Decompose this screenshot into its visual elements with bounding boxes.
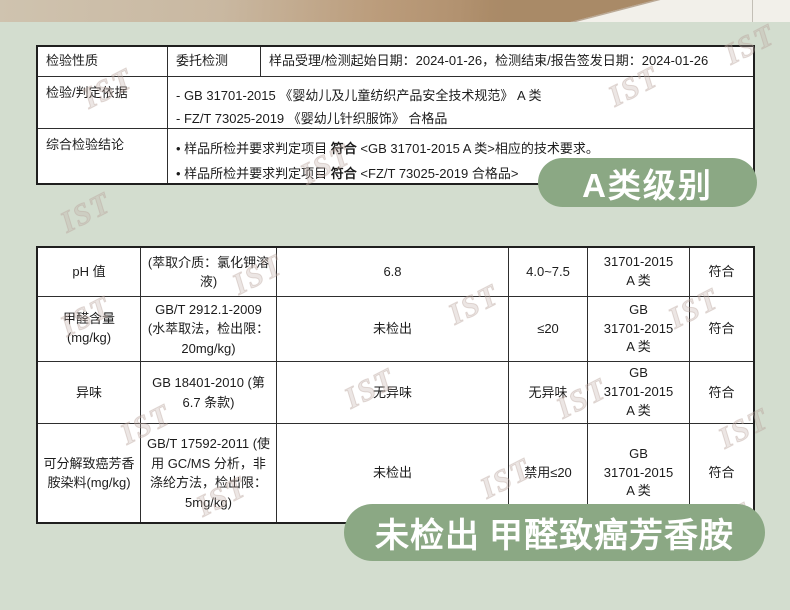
class-a-badge: A类级别 bbox=[538, 158, 757, 207]
result-standard: 31701-2015 A 类 bbox=[588, 248, 690, 297]
result-conclusion: 符合 bbox=[690, 248, 753, 297]
conclusion-verdict: 符合 bbox=[330, 141, 357, 156]
standard-line: A 类 bbox=[626, 339, 651, 355]
bullet: • bbox=[176, 166, 181, 181]
conclusion-item: • 样品所检并要求判定项目 符合 <GB 31701-2015 A 类>相应的技… bbox=[176, 136, 745, 161]
conclusion-verdict: 符合 bbox=[330, 166, 357, 181]
result-value: 6.8 bbox=[277, 248, 509, 297]
result-method: GB/T 17592-2011 (使用 GC/MS 分析，非涤纶方法，检出限：5… bbox=[141, 424, 277, 522]
watermark: IST bbox=[55, 185, 118, 240]
photo-strip bbox=[0, 0, 790, 22]
standard-line: 31701-2015 bbox=[603, 254, 674, 270]
not-detected-pill: 未检出 甲醛致癌芳香胺 bbox=[344, 504, 765, 561]
result-conclusion: 符合 bbox=[708, 465, 735, 481]
conclusion-items: • 样品所检并要求判定项目 符合 <GB 31701-2015 A 类>相应的技… bbox=[168, 129, 753, 183]
results-table: pH 值 (萃取介质：氯化钾溶液) 6.8 4.0~7.5 31701-2015… bbox=[36, 246, 755, 524]
bullet: • bbox=[176, 141, 181, 156]
conclusion-item: • 样品所检并要求判定项目 符合 <FZ/T 73025-2019 合格品> bbox=[176, 161, 745, 183]
standard-line: 31701-2015 bbox=[603, 320, 674, 336]
conclusion-label: 综合检验结论 bbox=[38, 129, 168, 183]
nature-label: 检验性质 bbox=[38, 47, 168, 77]
result-item: 可分解致癌芳香胺染料(mg/kg) bbox=[38, 424, 141, 522]
result-limit: 4.0~7.5 bbox=[509, 248, 588, 297]
basis-items: - GB 31701-2015 《婴幼儿及儿童纺织产品安全技术规范》 A 类 -… bbox=[168, 77, 753, 129]
standard-line: 31701-2015 bbox=[603, 464, 674, 480]
photo-strip-crease bbox=[752, 0, 753, 22]
item-line: (mg/kg) bbox=[66, 330, 112, 345]
not-detected-text: 未检出 bbox=[375, 517, 480, 555]
item-line: 甲醛含量 bbox=[62, 311, 115, 327]
dates-text: 样品受理/检测起始日期：2024-01-26，检测结束/报告签发日期：2024-… bbox=[261, 47, 753, 77]
basis-label: 检验/判定依据 bbox=[38, 77, 168, 129]
result-conclusion: 符合 bbox=[690, 297, 753, 362]
result-item: 异味 bbox=[38, 362, 141, 424]
result-method: (萃取介质：氯化钾溶液) bbox=[141, 248, 277, 297]
result-standard: GB 31701-2015 A 类 bbox=[588, 362, 690, 424]
result-limit: 无异味 bbox=[509, 362, 588, 424]
conclusion-post: <FZ/T 73025-2019 合格品> bbox=[356, 166, 519, 181]
result-conclusion: 符合 bbox=[690, 362, 753, 424]
standard-line: GB bbox=[629, 301, 648, 317]
photo-strip-highlight bbox=[570, 0, 790, 22]
standard-line: A 类 bbox=[626, 402, 651, 418]
basis-item: - FZ/T 73025-2019 《婴幼儿针织服饰》 合格品 bbox=[176, 111, 448, 126]
result-standard: GB 31701-2015 A 类 bbox=[588, 297, 690, 362]
conclusion-pre: 样品所检并要求判定项目 bbox=[180, 141, 331, 156]
result-value: 未检出 bbox=[277, 424, 509, 522]
standard-line: GB bbox=[629, 445, 648, 461]
result-method: GB/T 2912.1-2009 (水萃取法，检出限：20mg/kg) bbox=[141, 297, 277, 362]
substances-text: 甲醛致癌芳香胺 bbox=[489, 517, 734, 555]
result-item: pH 值 bbox=[38, 248, 141, 297]
basis-item: - GB 31701-2015 《婴幼儿及儿童纺织产品安全技术规范》 A 类 bbox=[176, 88, 542, 103]
result-limit: ≤20 bbox=[509, 297, 588, 362]
result-item: 甲醛含量 (mg/kg) bbox=[38, 297, 141, 362]
result-standard: GB 31701-2015 A 类 bbox=[588, 424, 690, 522]
nature-value: 委托检测 bbox=[168, 47, 261, 77]
standard-line: A 类 bbox=[626, 483, 651, 499]
result-limit: 禁用≤20 bbox=[509, 424, 588, 522]
standard-line: 31701-2015 bbox=[603, 384, 674, 400]
result-method: GB 18401-2010 (第 6.7 条款) bbox=[141, 362, 277, 424]
conclusion-pre: 样品所检并要求判定项目 bbox=[180, 166, 331, 181]
result-value: 未检出 bbox=[277, 297, 509, 362]
conclusion-post: <GB 31701-2015 A 类>相应的技术要求。 bbox=[356, 141, 599, 156]
result-value: 无异味 bbox=[277, 362, 509, 424]
standard-line: A 类 bbox=[626, 273, 651, 288]
standard-line: GB bbox=[629, 365, 648, 381]
